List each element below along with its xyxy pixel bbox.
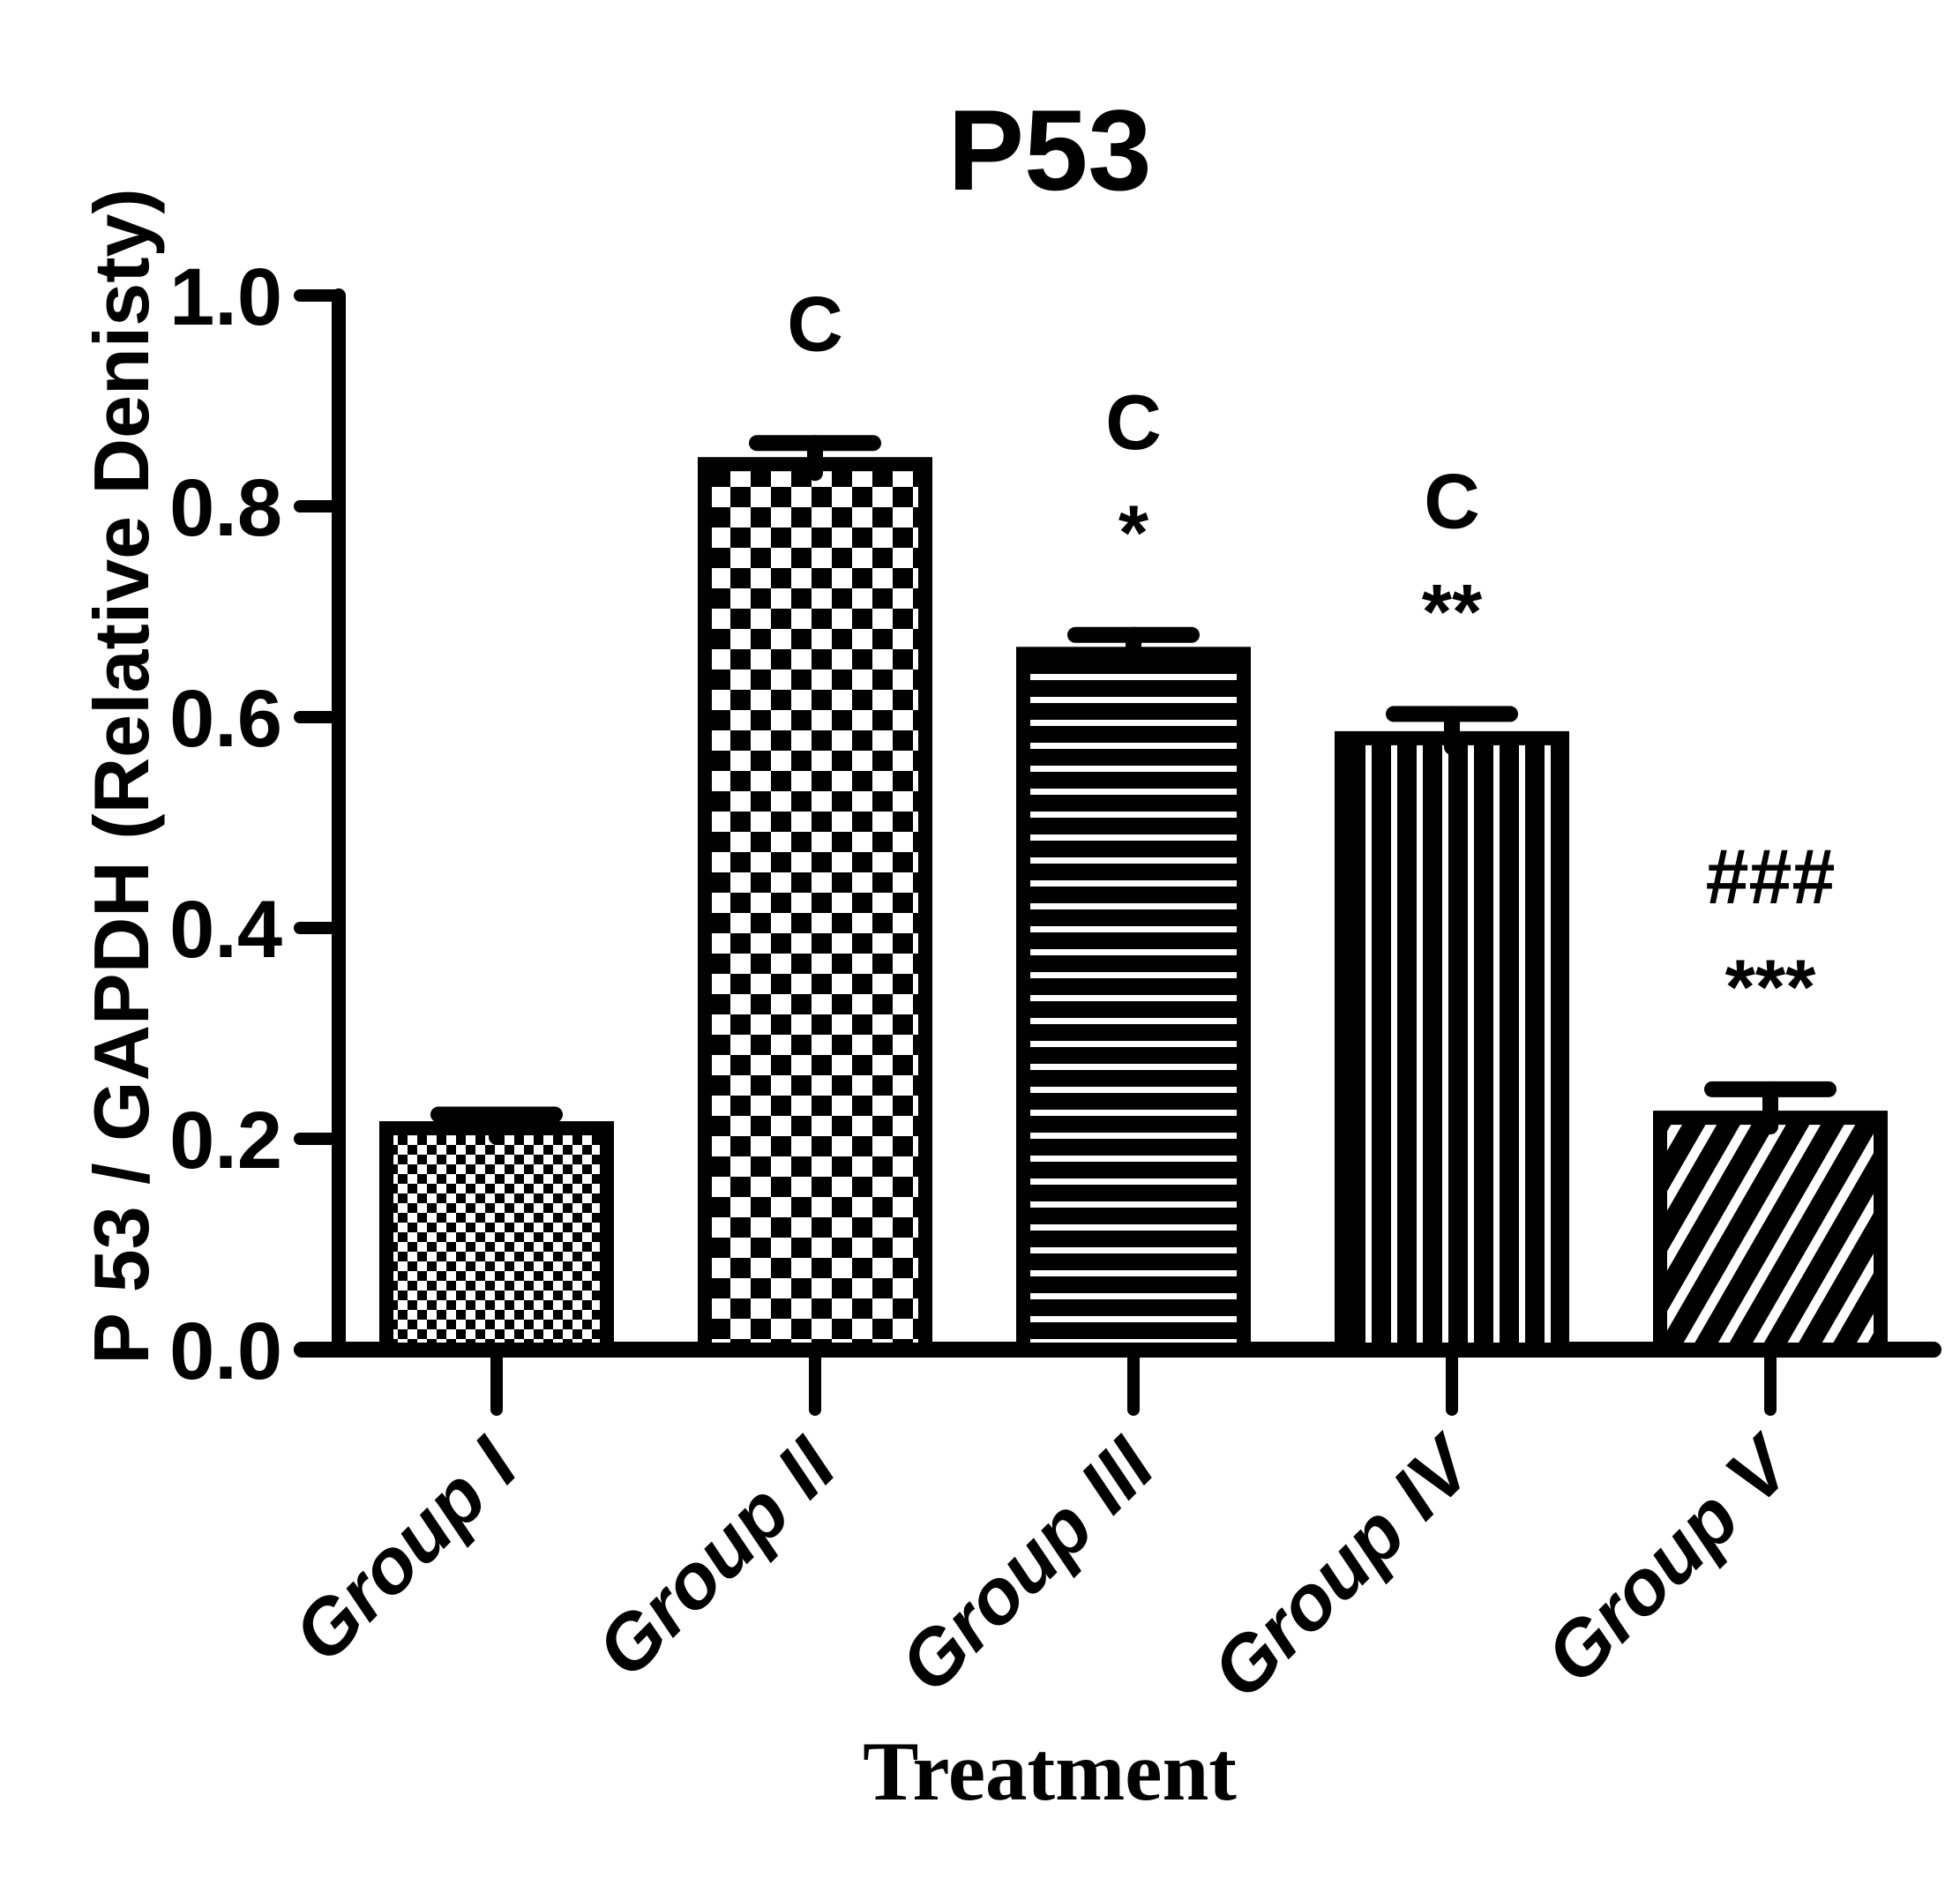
x-tick-label: Group IV [1195, 1418, 1492, 1715]
significance-annotations: C * C ** C *** ### [787, 280, 1835, 1030]
bar-group-3 [1016, 626, 1251, 1357]
bar-group-i [379, 1121, 614, 1358]
bar-group-ii [698, 457, 932, 1357]
y-axis-title: P 53 / GAPDH (Relative Denisty) [78, 188, 165, 1365]
significance-label: ### [1706, 833, 1836, 920]
y-tick-label: 0.0 [169, 1306, 282, 1396]
bar-group-iv [1335, 730, 1569, 1357]
y-tick-label: 1.0 [169, 252, 282, 342]
bar-group-5 [1653, 1081, 1888, 1357]
bar-group-iii [1016, 647, 1251, 1357]
x-tick-label: Group V [1529, 1418, 1811, 1700]
x-category-labels: Group I Group II Group III Group IV Group V [276, 1418, 1811, 1715]
significance-label: C [1105, 378, 1162, 466]
significance-label: ** [1422, 567, 1483, 655]
x-tick-label: Group III [883, 1420, 1171, 1709]
x-axis-title: Treatment [863, 1725, 1237, 1818]
x-tick-label: Group I [276, 1420, 534, 1678]
y-tick-label: 0.6 [169, 674, 282, 764]
significance-label: C [787, 280, 843, 367]
x-tick-label: Group II [580, 1420, 853, 1694]
y-tick-label: 0.8 [169, 463, 282, 553]
bar-group-4 [1335, 706, 1569, 1357]
bars [379, 435, 1888, 1358]
significance-label: * [1118, 489, 1149, 576]
significance-label: *** [1725, 943, 1816, 1030]
bar-group-2 [698, 435, 932, 1357]
bar-group-v [1653, 1111, 1888, 1357]
bar-group-1 [379, 1106, 614, 1358]
chart-title: P53 [947, 86, 1151, 214]
y-tick-label: 0.2 [169, 1096, 282, 1186]
y-tick-label: 0.4 [169, 885, 282, 975]
significance-label: C [1424, 457, 1480, 544]
